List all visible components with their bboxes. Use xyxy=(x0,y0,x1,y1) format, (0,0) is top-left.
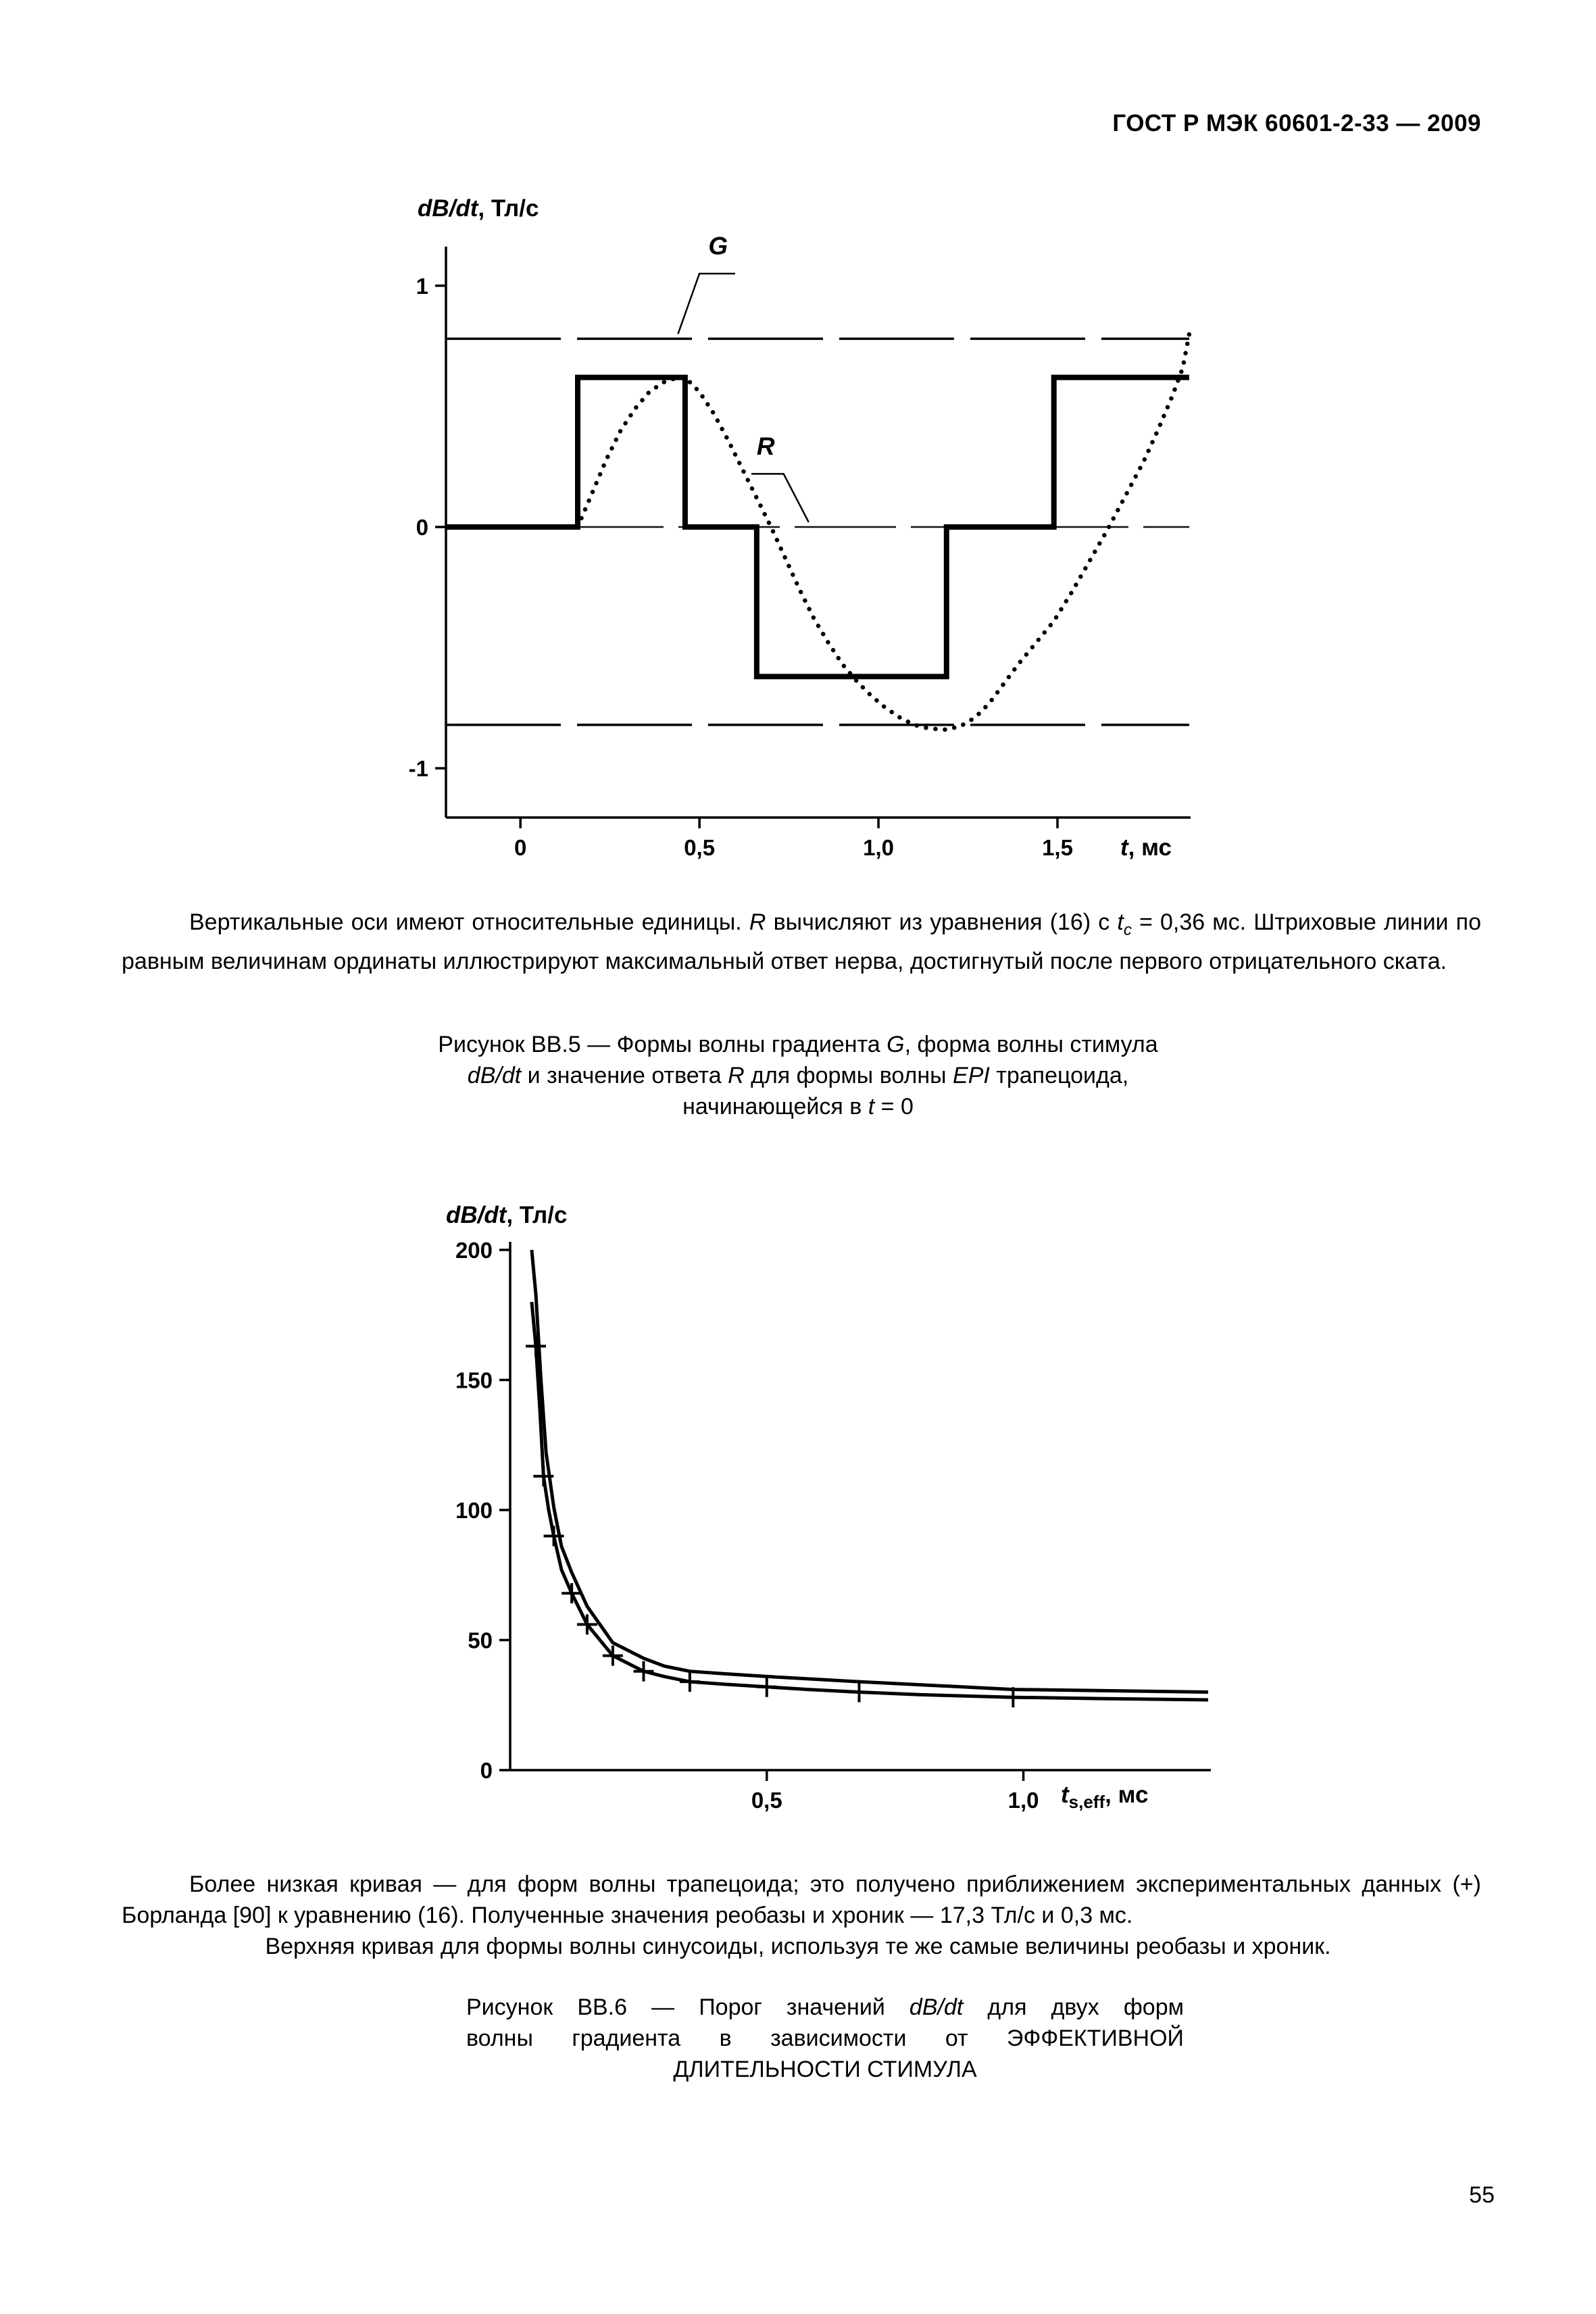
fig2-y-axis-title: dB/dt, Тл/с xyxy=(446,1202,567,1228)
figure-bb6-caption-line3: ДЛИТЕЛЬНОСТИ СТИМУЛА xyxy=(673,2057,977,2082)
x-tick-label: 0,5 xyxy=(684,835,715,860)
curve-label-R: R xyxy=(757,432,775,460)
page-number: 55 xyxy=(1469,2182,1495,2208)
curve-label-leader xyxy=(751,473,809,523)
figure-bb6-caption-line2: волны градиента в зависимости от ЭФФЕКТИ… xyxy=(466,2026,1184,2051)
figure-bb5-note: Вертикальные оси имеют относительные еди… xyxy=(122,909,1482,974)
y-tick-label: -1 xyxy=(409,756,428,781)
curve-label-G: G xyxy=(708,232,728,259)
x-tick-label: 0 xyxy=(514,835,526,860)
document-header: ГОСТ Р МЭК 60601-2-33 — 2009 xyxy=(1112,110,1481,136)
y-tick-label: 50 xyxy=(468,1628,493,1653)
figure-bb5-chart: dB/dt, Тл/с t, мс 1 0 -1 0 0,5 1,0 1,5 G R xyxy=(409,195,1192,861)
y-tick-label: 100 xyxy=(455,1498,493,1523)
y-tick-label: 0 xyxy=(480,1758,493,1783)
x-tick-label: 1,0 xyxy=(863,835,894,860)
series-threshold-trapezoid-lower xyxy=(530,1301,1209,1702)
figure-bb6-caption: Рисунок ВВ.6 — Порог значений dB/dt для … xyxy=(466,1992,1184,2085)
fig1-y-axis-title: dB/dt, Тл/с xyxy=(418,195,539,222)
y-tick-label: 200 xyxy=(455,1238,493,1263)
fig1-x-axis-title: t, мс xyxy=(1120,834,1172,861)
series-dBdt-stimulus xyxy=(446,374,1189,680)
y-tick-label: 0 xyxy=(416,515,428,540)
figure-bb5-caption-line1: Рисунок ВВ.5 — Формы волны градиента G, … xyxy=(438,1032,1158,1057)
series-R-response xyxy=(575,332,1192,732)
figure-bb6-chart: dB/dt, Тл/с ts,eff, мс 0 50 100 150 200 0,5 1,… xyxy=(446,1202,1211,1813)
x-tick-label: 1,5 xyxy=(1042,835,1073,860)
y-tick-label: 150 xyxy=(455,1368,493,1393)
series-threshold-sinusoid-upper xyxy=(530,1249,1209,1694)
figure-bb6-note-line3: Верхняя кривая для формы волны синусоиды… xyxy=(265,1934,1331,1959)
x-tick-label: 1,0 xyxy=(1008,1788,1039,1813)
figure-bb5-caption: Рисунок ВВ.5 — Формы волны градиента G, … xyxy=(0,1029,1596,1122)
curve-label-leader xyxy=(677,272,736,334)
x-tick-label: 0,5 xyxy=(751,1788,782,1813)
figure-bb6-caption-line1: Рисунок ВВ.6 — Порог значений dB/dt для … xyxy=(466,1994,1184,2020)
figure-bb5-caption-line3: начинающейся в t = 0 xyxy=(682,1094,914,1120)
y-tick-label: 1 xyxy=(416,274,428,299)
fig2-x-axis-title: ts,eff, мс xyxy=(1061,1782,1148,1812)
figure-bb6-note: Более низкая кривая — для форм волны тра… xyxy=(122,1871,1481,1928)
figure-bb5-caption-line2: dB/dt и значение ответа R для формы волн… xyxy=(467,1063,1129,1088)
